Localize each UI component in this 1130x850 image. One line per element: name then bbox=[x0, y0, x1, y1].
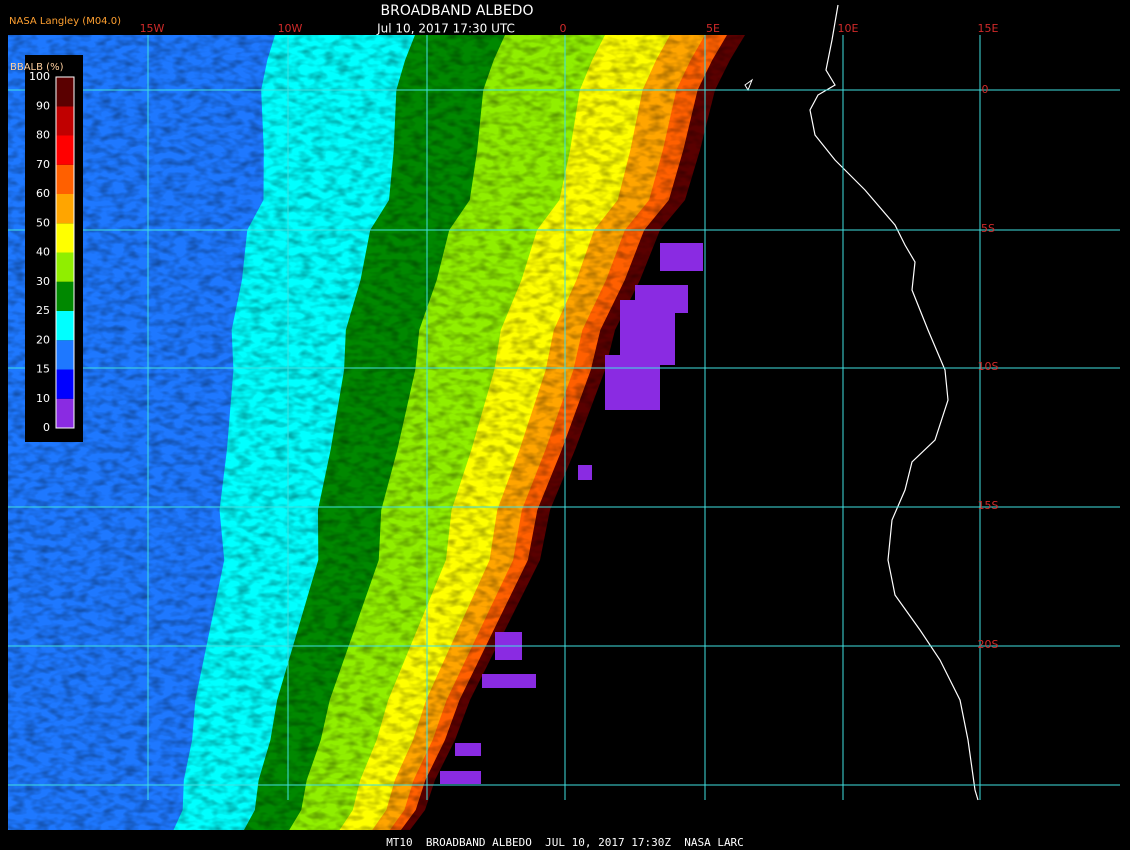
patch bbox=[605, 355, 660, 410]
lon-label: 15W bbox=[140, 22, 165, 35]
lat-label: 5S bbox=[981, 222, 995, 235]
legend-frame bbox=[55, 76, 75, 429]
lat-label: 15S bbox=[978, 499, 999, 512]
lat-label: 10S bbox=[978, 360, 999, 373]
legend-swatch bbox=[56, 252, 74, 282]
title: BROADBAND ALBEDO bbox=[381, 3, 534, 19]
legend-swatch bbox=[56, 194, 74, 224]
legend-tick-label: 25 bbox=[36, 304, 50, 317]
legend-tick-label: 30 bbox=[36, 275, 50, 288]
legend-swatch bbox=[56, 369, 74, 399]
legend-tick-label: 10 bbox=[36, 392, 50, 405]
texture bbox=[8, 35, 745, 830]
legend: 0 10 15 20 25 30 40 50 60 70 80 90 100 bbox=[29, 70, 75, 434]
lat-label: 20S bbox=[978, 638, 999, 651]
legend-swatch bbox=[56, 223, 74, 253]
patch bbox=[660, 243, 703, 271]
patch bbox=[620, 300, 675, 365]
legend-swatch bbox=[56, 398, 74, 428]
legend-swatch bbox=[56, 311, 74, 341]
legend-swatch bbox=[56, 106, 74, 136]
legend-swatch bbox=[56, 164, 74, 194]
lon-label: 10W bbox=[278, 22, 303, 35]
legend-tick-label: 80 bbox=[36, 129, 50, 142]
legend-tick-label: 40 bbox=[36, 246, 50, 259]
legend-tick-label: 70 bbox=[36, 158, 50, 171]
lat-label: 0 bbox=[982, 83, 989, 96]
patch bbox=[578, 465, 592, 480]
legend-swatch bbox=[56, 77, 74, 107]
lon-label: 0 bbox=[560, 22, 567, 35]
graticule bbox=[8, 35, 1120, 800]
legend-tick-label: 100 bbox=[29, 70, 50, 83]
legend-swatch bbox=[56, 281, 74, 311]
legend-tick-label: 60 bbox=[36, 187, 50, 200]
coastline bbox=[809, 4, 979, 801]
legend-swatch bbox=[56, 340, 74, 370]
legend-tick-label: 20 bbox=[36, 333, 50, 346]
legend-swatch bbox=[56, 135, 74, 165]
legend-tick-label: 90 bbox=[36, 99, 50, 112]
footer: MT10 BROADBAND ALBEDO JUL 10, 2017 17:30… bbox=[386, 836, 744, 849]
island bbox=[744, 78, 754, 92]
subtitle: Jul 10, 2017 17:30 UTC bbox=[376, 22, 515, 36]
lon-label: 5E bbox=[706, 22, 720, 35]
graticule-labels: 15W 10W 0 5E 10E 15E 0 5S 10S 15S 20S bbox=[140, 22, 999, 651]
source-label: NASA Langley (M04.0) bbox=[9, 16, 121, 27]
patch bbox=[455, 743, 481, 756]
texture-area bbox=[8, 35, 745, 830]
legend-tick-label: 15 bbox=[36, 363, 50, 376]
legend-title: BBALB (%) bbox=[10, 62, 64, 73]
legend-tick-label: 50 bbox=[36, 216, 50, 229]
legend-tick-label: 0 bbox=[43, 421, 50, 434]
lon-label: 10E bbox=[838, 22, 859, 35]
lon-label: 15E bbox=[978, 22, 999, 35]
patch bbox=[482, 674, 536, 688]
patch bbox=[440, 771, 481, 784]
